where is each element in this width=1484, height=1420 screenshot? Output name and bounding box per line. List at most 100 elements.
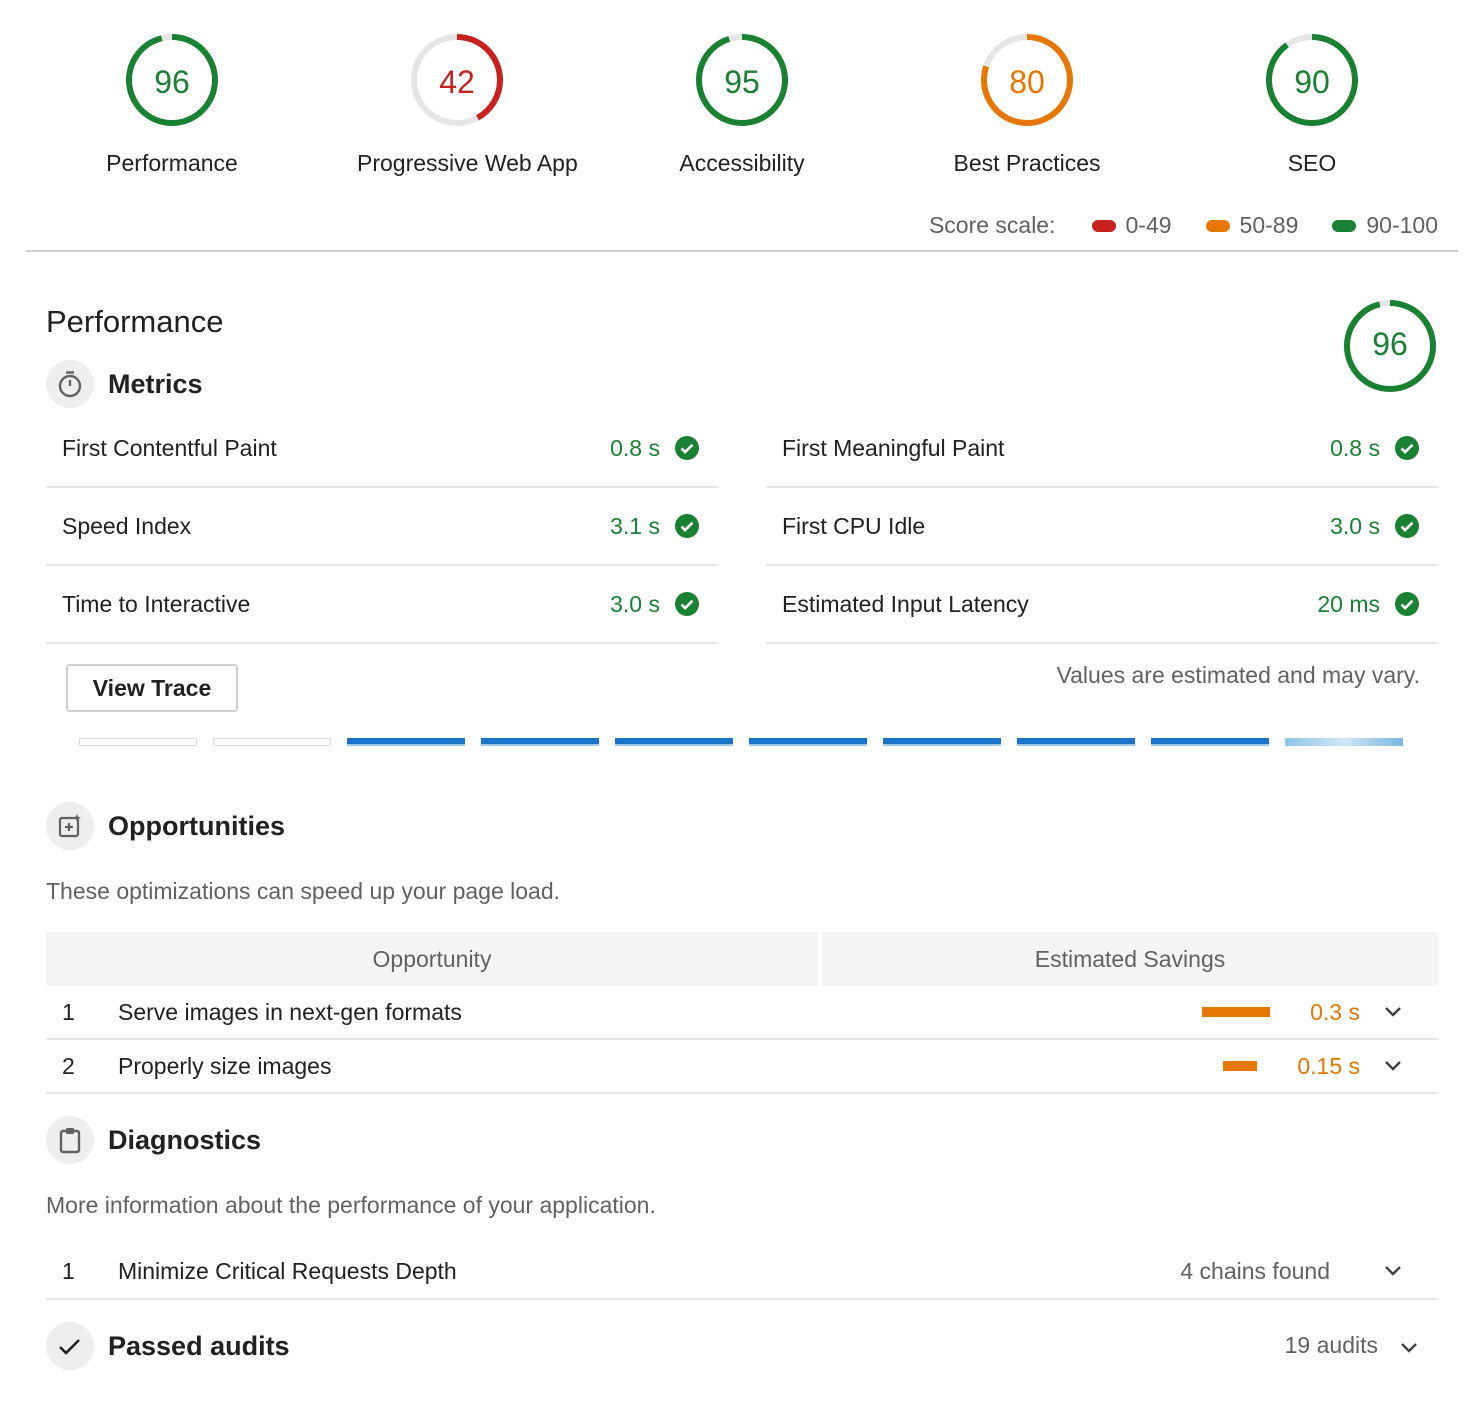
opportunity-index: 2	[62, 1052, 75, 1079]
opportunity-name: Properly size images	[118, 1052, 332, 1079]
filmstrip-frame	[1151, 738, 1269, 746]
filmstrip-frame	[883, 738, 1001, 746]
diagnostics-header: Diagnostics	[46, 1116, 261, 1164]
diagnostic-info: 4 chains found	[1180, 1257, 1330, 1284]
diagnostics-description: More information about the performance o…	[46, 1192, 656, 1218]
metric-item: First Contentful Paint 0.8 s	[46, 410, 718, 488]
savings-value: 0.15 s	[1297, 1052, 1360, 1079]
check-circle-icon	[1394, 435, 1420, 461]
scale-range-mid: 50-89	[1239, 212, 1299, 238]
filmstrip-frame	[347, 738, 465, 746]
category-gauge[interactable]: 42 Progressive Web App	[357, 30, 578, 177]
opportunities-title: Opportunities	[108, 810, 285, 841]
header-divider	[26, 250, 1458, 252]
metric-item: Speed Index 3.1 s	[46, 488, 718, 566]
gauge-ring	[411, 34, 503, 126]
gauge-score: 96	[154, 64, 190, 100]
gauge-label: Performance	[106, 150, 238, 176]
gauge-ring	[1266, 34, 1358, 126]
metric-item: Estimated Input Latency 20 ms	[766, 566, 1438, 644]
passed-audits-header[interactable]: Passed audits	[46, 1322, 290, 1370]
performance-gauge-ring	[1344, 300, 1436, 392]
check-circle-icon	[674, 591, 700, 617]
metric-name: Speed Index	[62, 512, 192, 539]
diagnostic-row[interactable]: 1 Minimize Critical Requests Depth 4 cha…	[46, 1244, 1438, 1300]
chevron-down-icon[interactable]	[1382, 1001, 1438, 1023]
filmstrip-frame	[79, 738, 197, 746]
category-gauge[interactable]: 96 Performance	[72, 30, 272, 177]
gauge-score: 95	[724, 64, 760, 100]
check-circle-icon	[1394, 591, 1420, 617]
metric-value: 3.0 s	[1330, 512, 1380, 539]
opportunity-row[interactable]: 1 Serve images in next-gen formats 0.3 s	[46, 986, 1438, 1040]
filmstrip-frame	[615, 738, 733, 746]
stopwatch-icon	[46, 360, 94, 408]
diagnostic-index: 1	[62, 1257, 75, 1284]
filmstrip-frame	[1285, 738, 1403, 746]
opportunity-row[interactable]: 2 Properly size images 0.15 s	[46, 1040, 1438, 1094]
performance-section-title: Performance	[46, 304, 224, 339]
chevron-down-icon[interactable]	[1382, 1055, 1438, 1077]
gauge-label: Accessibility	[679, 150, 805, 176]
filmstrip-frame	[481, 738, 599, 746]
metric-name: First Contentful Paint	[62, 434, 277, 461]
gauge-label: Progressive Web App	[357, 150, 578, 176]
metric-value: 0.8 s	[1330, 434, 1380, 461]
metric-name: Time to Interactive	[62, 590, 251, 617]
metrics-title: Metrics	[108, 368, 203, 399]
opportunity-icon	[46, 802, 94, 850]
metric-value: 3.1 s	[610, 512, 660, 539]
gauge-score: 42	[439, 64, 475, 100]
gauge-label: Best Practices	[953, 150, 1101, 176]
filmstrip-frame	[1017, 738, 1135, 746]
metric-name: First CPU Idle	[782, 512, 926, 539]
clipboard-icon	[46, 1116, 94, 1164]
filmstrip-frame	[213, 738, 331, 746]
view-trace-button[interactable]: View Trace	[66, 664, 238, 712]
metric-item: First CPU Idle 3.0 s	[766, 488, 1438, 566]
chevron-down-icon[interactable]	[1398, 1337, 1420, 1364]
diagnostic-name: Minimize Critical Requests Depth	[118, 1257, 457, 1284]
scale-pill-red	[1091, 219, 1116, 232]
metrics-header: Metrics	[46, 360, 203, 408]
estimate-note: Values are estimated and may vary.	[1056, 662, 1421, 688]
gauge-score: 80	[1009, 64, 1045, 100]
category-gauge[interactable]: 90 SEO	[1212, 30, 1412, 177]
category-gauge[interactable]: 80 Best Practices	[927, 30, 1127, 177]
check-circle-icon	[674, 435, 700, 461]
chevron-down-icon[interactable]	[1382, 1260, 1438, 1282]
score-scale-label: Score scale:	[928, 212, 1056, 238]
scale-pill-green	[1332, 219, 1357, 232]
scale-range-high: 90-100	[1366, 212, 1438, 238]
savings-value: 0.3 s	[1310, 998, 1360, 1025]
metric-name: Estimated Input Latency	[782, 590, 1029, 617]
gauge-score: 90	[1294, 64, 1330, 100]
opportunity-index: 1	[62, 998, 75, 1025]
savings-bar	[1223, 1061, 1258, 1071]
savings-bar	[1202, 1007, 1271, 1017]
performance-score-value: 96	[1372, 326, 1408, 362]
metric-item: Time to Interactive 3.0 s	[46, 566, 718, 644]
gauge-ring	[126, 34, 218, 126]
scale-pill-orange	[1205, 219, 1230, 232]
filmstrip-frame	[749, 738, 867, 746]
metric-value: 20 ms	[1317, 590, 1380, 617]
check-circle-icon	[1394, 513, 1420, 539]
passed-audits-title: Passed audits	[108, 1330, 290, 1361]
checkmark-icon	[46, 1322, 94, 1370]
metric-value: 0.8 s	[610, 434, 660, 461]
gauge-label: SEO	[1287, 150, 1337, 176]
scale-range-low: 0-49	[1125, 212, 1172, 238]
metric-item: First Meaningful Paint 0.8 s	[766, 410, 1438, 488]
gauge-ring	[981, 34, 1073, 126]
opportunities-header: Opportunities	[46, 802, 285, 850]
performance-score-gauge: 96	[1340, 296, 1440, 396]
category-gauge[interactable]: 95 Accessibility	[642, 30, 842, 177]
metric-name: First Meaningful Paint	[782, 434, 1005, 461]
gauge-ring	[696, 34, 788, 126]
diagnostics-title: Diagnostics	[108, 1124, 262, 1155]
opportunities-description: These optimizations can speed up your pa…	[46, 878, 560, 904]
check-circle-icon	[674, 513, 700, 539]
passed-audits-count: 19 audits	[1284, 1332, 1378, 1358]
score-scale-legend: Score scale: 0-49 50-89 90-100	[929, 212, 1438, 239]
